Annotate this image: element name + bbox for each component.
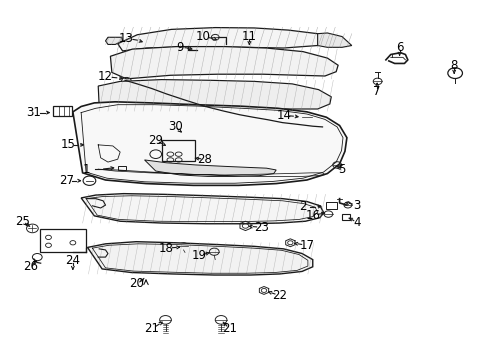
Polygon shape — [110, 46, 337, 79]
Polygon shape — [87, 242, 312, 275]
Text: 4: 4 — [352, 216, 360, 229]
Text: 19: 19 — [192, 249, 207, 262]
Text: 5: 5 — [338, 163, 345, 176]
Text: 24: 24 — [65, 254, 80, 267]
Text: 31: 31 — [26, 106, 41, 119]
Text: 16: 16 — [305, 209, 320, 222]
Bar — [53, 106, 72, 116]
Polygon shape — [105, 37, 122, 44]
Text: 21: 21 — [222, 322, 237, 335]
Text: 21: 21 — [144, 322, 159, 335]
Text: 15: 15 — [61, 138, 75, 151]
Text: 14: 14 — [276, 109, 291, 122]
Polygon shape — [98, 80, 330, 112]
Text: 18: 18 — [159, 242, 174, 255]
Text: 23: 23 — [254, 221, 268, 234]
Text: 29: 29 — [148, 134, 163, 147]
Text: 25: 25 — [15, 215, 30, 228]
Text: 1: 1 — [82, 163, 90, 176]
Text: 10: 10 — [195, 30, 210, 43]
Text: 13: 13 — [119, 32, 134, 45]
Polygon shape — [81, 194, 323, 224]
Polygon shape — [73, 102, 346, 185]
Text: 26: 26 — [23, 260, 39, 273]
Polygon shape — [317, 33, 351, 47]
Text: 28: 28 — [197, 153, 211, 166]
Text: 12: 12 — [98, 70, 113, 83]
Text: 2: 2 — [299, 201, 306, 213]
Polygon shape — [118, 28, 331, 51]
Text: 3: 3 — [352, 199, 360, 212]
Text: 7: 7 — [373, 85, 380, 98]
Bar — [161, 140, 194, 161]
Text: 30: 30 — [167, 121, 182, 134]
Text: 20: 20 — [128, 278, 143, 291]
Text: 11: 11 — [242, 30, 256, 43]
Text: 8: 8 — [449, 59, 457, 72]
Bar — [341, 215, 349, 220]
Text: 22: 22 — [271, 289, 286, 302]
Text: 9: 9 — [176, 41, 183, 54]
Bar — [40, 229, 86, 252]
Text: 6: 6 — [395, 41, 403, 54]
Polygon shape — [144, 160, 276, 176]
Bar — [118, 166, 126, 170]
Text: 17: 17 — [299, 239, 314, 252]
Text: 27: 27 — [59, 174, 74, 187]
Bar — [326, 202, 336, 209]
